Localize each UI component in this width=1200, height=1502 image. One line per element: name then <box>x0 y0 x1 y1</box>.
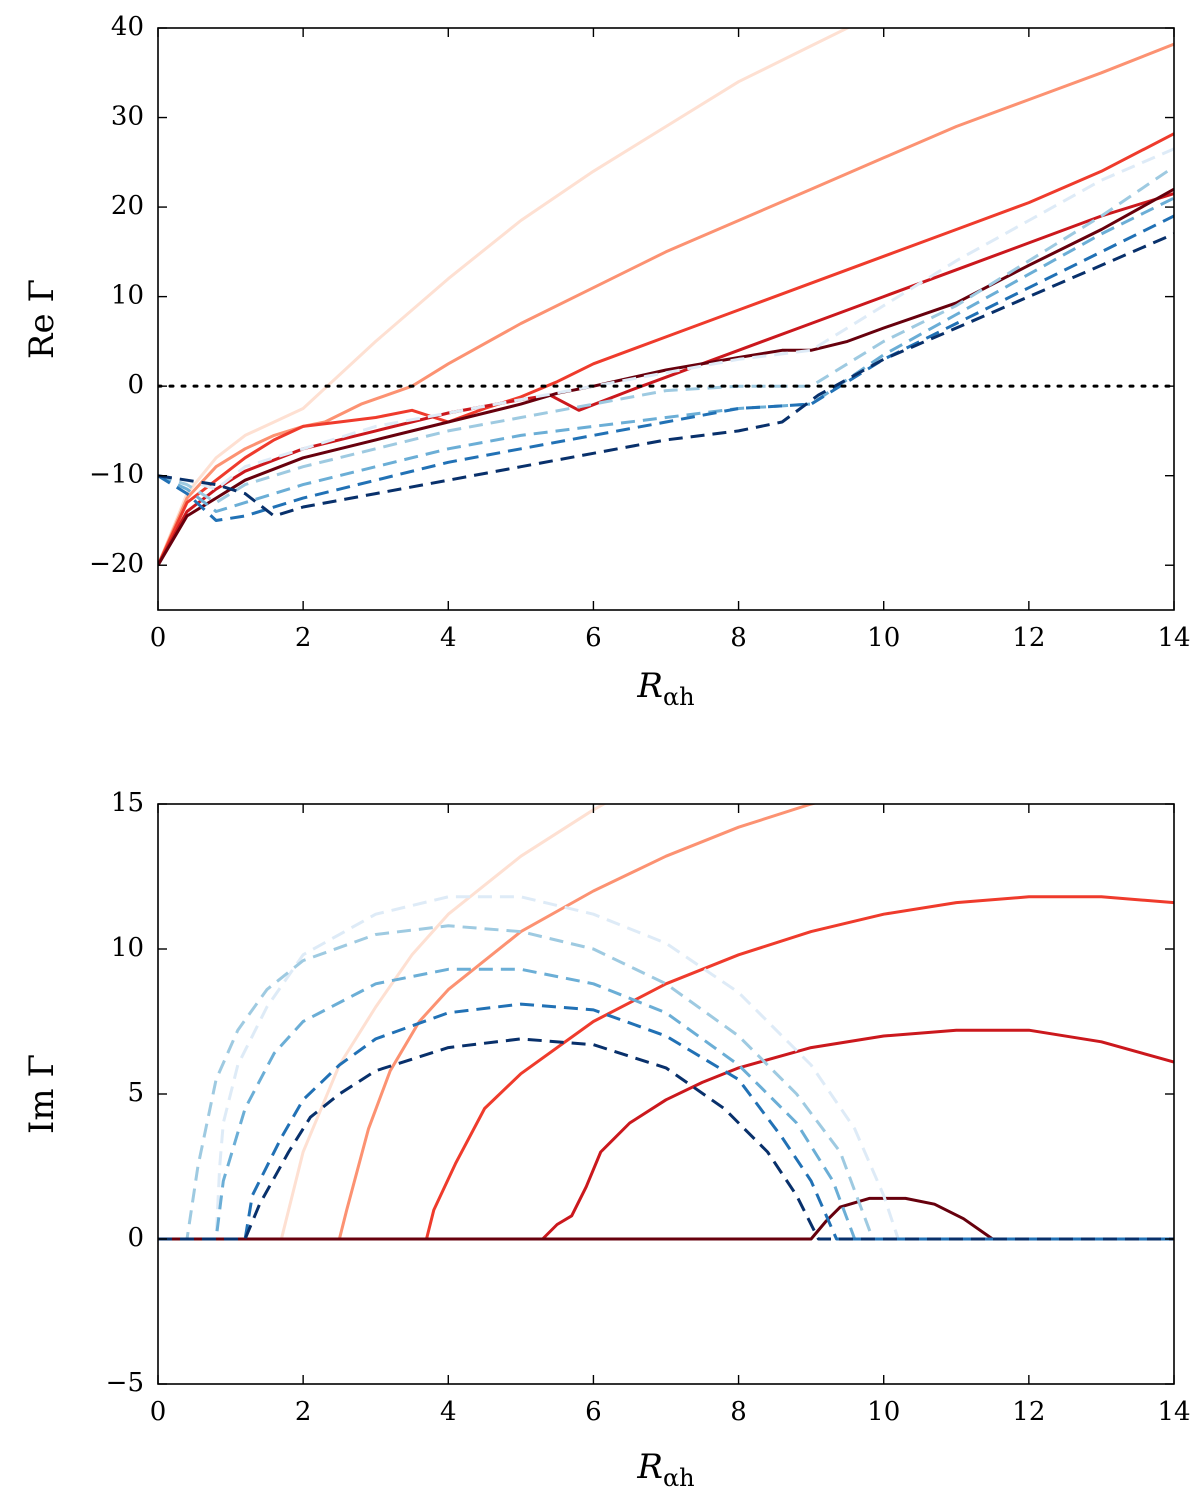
re-gamma-ticks: 0 2 4 6 8 10 12 14 −20 −10 0 10 20 30 40 <box>89 12 1190 653</box>
im-gamma-y-tick-label: −5 <box>106 1368 144 1398</box>
im-gamma-series-line-solid-5 <box>158 1196 1174 1241</box>
im-gamma-series-line-solid-1 <box>158 804 607 1241</box>
im-gamma-series-line-dashed-6 <box>158 895 1174 1241</box>
im-gamma-x-axis-label: Rαh <box>636 1447 694 1492</box>
im-gamma-x-tick-label: 6 <box>585 1397 602 1427</box>
im-gamma-x-tick-label: 14 <box>1157 1397 1190 1427</box>
re-gamma-x-tick-label: 8 <box>730 623 747 653</box>
re-gamma-x-axis-label: Rαh <box>636 666 694 711</box>
im-gamma-x-tick-label: 12 <box>1012 1397 1045 1427</box>
im-gamma-x-tick-label: 2 <box>295 1397 312 1427</box>
re-gamma-x-axis-label-sub: αh <box>663 683 695 711</box>
im-gamma-y-tick-label: 10 <box>111 933 144 963</box>
re-gamma-y-tick-label: −10 <box>89 460 144 490</box>
im-gamma-series <box>158 804 1174 1241</box>
re-gamma-x-tick-label: 12 <box>1012 623 1045 653</box>
re-gamma-x-axis-label-main: R <box>636 666 663 706</box>
im-gamma-x-tick-label: 0 <box>150 1397 167 1427</box>
re-gamma-x-tick-label: 6 <box>585 623 602 653</box>
re-gamma-y-tick-label: 40 <box>111 12 144 42</box>
re-gamma-panel: 0 2 4 6 8 10 12 14 −20 −10 0 10 20 30 40 Re Γ Rαh <box>22 12 1191 711</box>
im-gamma-series-line-solid-4 <box>158 1028 1174 1241</box>
re-gamma-x-tick-label: 4 <box>440 623 457 653</box>
re-gamma-y-axis-label: Re Γ <box>22 279 62 359</box>
im-gamma-x-tick-label: 4 <box>440 1397 457 1427</box>
re-gamma-y-tick-label: 30 <box>111 102 144 132</box>
im-gamma-series-line-solid-3 <box>158 895 1174 1241</box>
re-gamma-series-line-dashed-8 <box>158 196 1174 513</box>
im-gamma-x-axis-label-sub: αh <box>663 1464 695 1492</box>
re-gamma-series-line-solid-3 <box>158 132 1174 566</box>
re-gamma-x-tick-label: 2 <box>295 623 312 653</box>
re-gamma-series-line-dashed-7 <box>158 165 1174 505</box>
re-gamma-y-tick-label: 10 <box>111 281 144 311</box>
im-gamma-series-line-dashed-8 <box>158 967 1174 1241</box>
im-gamma-series-line-solid-2 <box>158 804 818 1241</box>
re-gamma-series-line-solid-1 <box>158 28 851 566</box>
im-gamma-series-line-dashed-7 <box>158 924 1174 1241</box>
re-gamma-x-tick-label: 0 <box>150 623 167 653</box>
re-gamma-series-line-solid-2 <box>158 42 1174 566</box>
im-gamma-x-axis-label-main: R <box>636 1447 663 1487</box>
im-gamma-x-tick-label: 8 <box>730 1397 747 1427</box>
re-gamma-series <box>158 28 1174 566</box>
re-gamma-series-line-solid-4 <box>158 192 1174 566</box>
re-gamma-plot-frame <box>157 27 1175 611</box>
re-gamma-x-tick-label: 10 <box>867 623 900 653</box>
im-gamma-x-tick-label: 10 <box>867 1397 900 1427</box>
re-gamma-y-tick-label: −20 <box>89 549 144 579</box>
im-gamma-plot-frame <box>157 803 1175 1385</box>
im-gamma-y-tick-label: 0 <box>127 1223 144 1253</box>
im-gamma-series-line-dashed-10 <box>158 1037 1174 1241</box>
re-gamma-y-tick-label: 20 <box>111 191 144 221</box>
re-gamma-series-line-dashed-6 <box>158 147 1174 491</box>
im-gamma-y-tick-label: 5 <box>127 1078 144 1108</box>
im-gamma-y-tick-label: 15 <box>111 788 144 818</box>
re-gamma-x-tick-label: 14 <box>1157 623 1190 653</box>
re-gamma-series-line-dashed-9 <box>158 214 1174 522</box>
im-gamma-series-line-dashed-9 <box>158 1002 1174 1241</box>
re-gamma-y-tick-label: 0 <box>127 370 144 400</box>
re-gamma-series-line-dashed-10 <box>158 232 1174 518</box>
im-gamma-y-axis-label: Im Γ <box>22 1054 62 1134</box>
